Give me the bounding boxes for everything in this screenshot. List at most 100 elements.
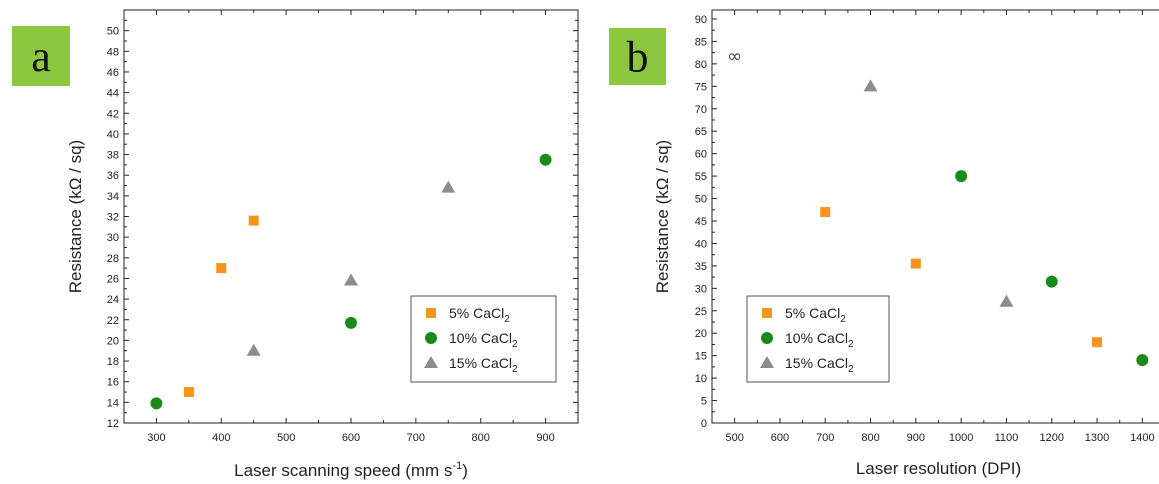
x-tick-label: 600 bbox=[342, 432, 360, 444]
data-point bbox=[955, 170, 968, 183]
series-1 bbox=[150, 153, 552, 410]
panel-label-box bbox=[12, 26, 70, 86]
y-tick-label: 75 bbox=[695, 81, 707, 93]
y-tick-label: 48 bbox=[107, 46, 119, 58]
x-tick-label: 600 bbox=[771, 432, 789, 444]
y-tick-label: 45 bbox=[695, 216, 707, 228]
legend-marker bbox=[425, 332, 437, 344]
data-point bbox=[216, 263, 227, 274]
y-tick-label: 90 bbox=[695, 14, 707, 26]
x-tick-label: 500 bbox=[725, 432, 743, 444]
y-tick-label: 20 bbox=[695, 328, 707, 340]
series-2 bbox=[863, 79, 1014, 307]
data-point bbox=[539, 153, 552, 166]
x-tick-label: 1100 bbox=[995, 432, 1019, 444]
legend-marker bbox=[761, 332, 773, 344]
x-axis-title: Laser resolution (DPI) bbox=[856, 459, 1021, 478]
x-tick-label: 800 bbox=[861, 432, 879, 444]
series-1 bbox=[955, 170, 1149, 367]
y-tick-label: 80 bbox=[695, 59, 707, 71]
data-point bbox=[999, 294, 1014, 307]
data-point bbox=[246, 343, 261, 356]
x-tick-label: 500 bbox=[277, 432, 295, 444]
panel-label: a bbox=[31, 32, 51, 81]
data-point bbox=[1092, 337, 1103, 348]
x-tick-label: 900 bbox=[536, 432, 554, 444]
panel-label: b bbox=[627, 33, 649, 82]
legend-marker bbox=[760, 356, 774, 368]
legend-label: 15% CaCl2 bbox=[449, 355, 518, 375]
y-tick-label: 12 bbox=[107, 418, 119, 430]
y-tick-label: 28 bbox=[107, 253, 119, 265]
y-tick-label: 50 bbox=[695, 194, 707, 206]
legend-label: 10% CaCl2 bbox=[449, 330, 518, 350]
y-tick-label: 44 bbox=[107, 88, 119, 100]
y-tick-label: 46 bbox=[107, 67, 119, 79]
infinity-annotation: ∞ bbox=[727, 46, 742, 67]
y-tick-label: 20 bbox=[107, 335, 119, 347]
y-tick-label: 30 bbox=[695, 283, 707, 295]
x-tick-label: 1200 bbox=[1040, 432, 1064, 444]
y-tick-label: 10 bbox=[695, 373, 707, 385]
legend-label: 5% CaCl2 bbox=[449, 305, 510, 325]
y-tick-label: 0 bbox=[701, 418, 707, 430]
legend-marker bbox=[762, 308, 772, 318]
x-tick-label: 700 bbox=[816, 432, 834, 444]
x-tick-label: 800 bbox=[472, 432, 490, 444]
y-tick-label: 30 bbox=[107, 232, 119, 244]
y-tick-label: 14 bbox=[107, 397, 119, 409]
series-0 bbox=[820, 207, 1103, 348]
x-tick-label: 1000 bbox=[949, 432, 973, 444]
y-tick-label: 25 bbox=[695, 306, 707, 318]
data-point bbox=[820, 207, 831, 218]
y-tick-label: 70 bbox=[695, 104, 707, 116]
legend-marker bbox=[426, 308, 436, 318]
data-point bbox=[1045, 275, 1058, 288]
y-tick-label: 40 bbox=[107, 129, 119, 141]
x-axis-title: Laser scanning speed (mm s-1) bbox=[234, 460, 468, 480]
data-point bbox=[863, 79, 878, 92]
data-point bbox=[441, 180, 456, 193]
data-point bbox=[183, 387, 194, 398]
data-point bbox=[1136, 354, 1149, 367]
legend-label: 5% CaCl2 bbox=[785, 305, 846, 325]
data-point bbox=[344, 273, 358, 286]
data-point bbox=[910, 258, 921, 269]
y-tick-label: 50 bbox=[107, 26, 119, 38]
legend: 5% CaCl2 10% CaCl2 15% CaCl2 bbox=[410, 295, 557, 383]
y-tick-label: 35 bbox=[695, 261, 707, 273]
x-tick-label: 700 bbox=[407, 432, 425, 444]
legend: 5% CaCl2 10% CaCl2 15% CaCl2 bbox=[746, 295, 890, 383]
x-tick-label: 900 bbox=[907, 432, 925, 444]
y-tick-label: 18 bbox=[107, 356, 119, 368]
y-tick-label: 60 bbox=[695, 149, 707, 161]
x-tick-label: 300 bbox=[147, 432, 165, 444]
data-point bbox=[248, 215, 259, 226]
series-0 bbox=[183, 215, 259, 398]
y-tick-label: 32 bbox=[107, 212, 119, 224]
y-axis-title: Resistance (kΩ / sq) bbox=[653, 140, 672, 293]
y-tick-label: 36 bbox=[107, 170, 119, 182]
y-tick-label: 24 bbox=[107, 294, 119, 306]
y-tick-label: 38 bbox=[107, 150, 119, 162]
chart-panel-a: a 300 400 500 600 700 800 900 12 14 16 18 20 22 24 26 28… bbox=[12, 9, 579, 480]
data-point bbox=[150, 397, 163, 410]
chart-panel-b: b 500 600 700 800 900 1000 1100 1200 1300 1400 0 5 10… bbox=[609, 9, 1159, 478]
panel-label-box bbox=[609, 28, 666, 85]
series-2 bbox=[246, 180, 456, 356]
y-tick-label: 15 bbox=[695, 351, 707, 363]
legend-label: 10% CaCl2 bbox=[785, 330, 854, 350]
y-tick-label: 40 bbox=[695, 238, 707, 250]
y-tick-label: 55 bbox=[695, 171, 707, 183]
legend-marker bbox=[424, 356, 438, 368]
y-tick-label: 34 bbox=[107, 191, 119, 203]
y-tick-label: 16 bbox=[107, 377, 119, 389]
x-tick-label: 1400 bbox=[1130, 432, 1154, 444]
y-tick-label: 26 bbox=[107, 273, 119, 285]
x-tick-label: 400 bbox=[212, 432, 230, 444]
legend-label: 15% CaCl2 bbox=[785, 355, 854, 375]
y-tick-label: 42 bbox=[107, 108, 119, 120]
y-tick-label: 5 bbox=[701, 396, 707, 408]
data-point bbox=[345, 316, 357, 329]
